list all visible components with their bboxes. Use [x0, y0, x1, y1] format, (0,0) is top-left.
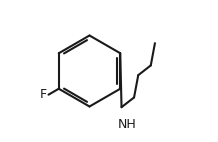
Text: F: F	[40, 88, 47, 101]
Text: NH: NH	[117, 118, 136, 131]
